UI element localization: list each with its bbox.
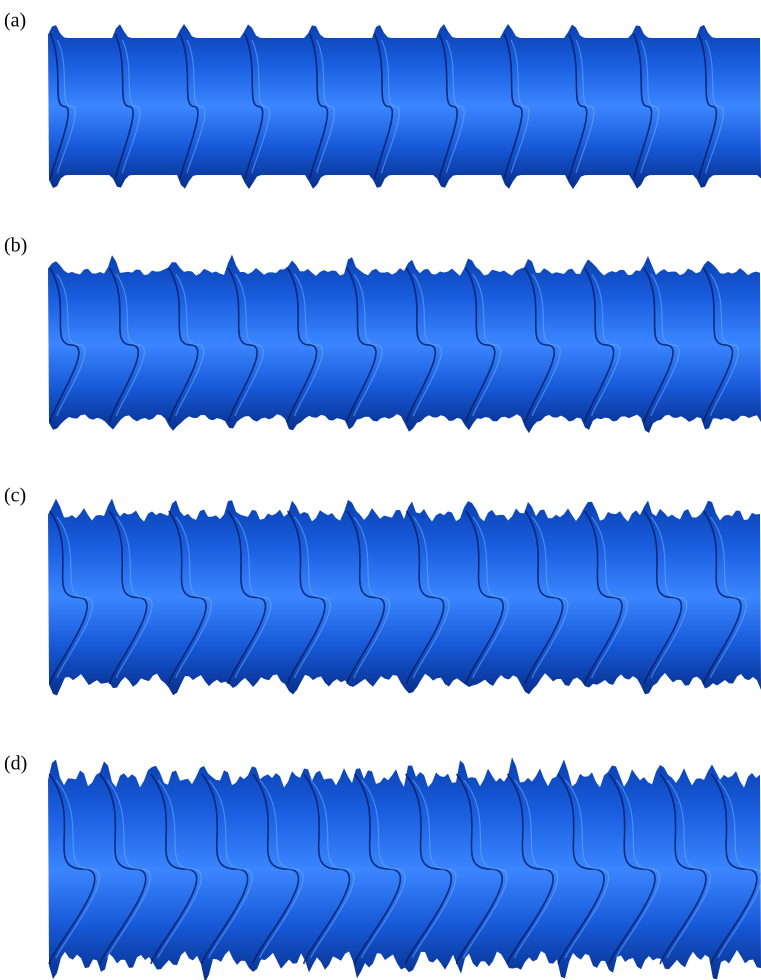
tube xyxy=(48,757,761,980)
panel-label: (a) xyxy=(4,10,26,32)
tube xyxy=(48,499,761,696)
panel-label: (d) xyxy=(4,753,27,775)
panel-label: (c) xyxy=(4,485,26,507)
page: (a)(b)(c)(d) (() => { const data = JSON.… xyxy=(0,0,761,980)
tube xyxy=(48,255,761,433)
panel-label: (b) xyxy=(4,235,27,257)
figure: (a) (b) (c) (d) xyxy=(0,0,761,980)
